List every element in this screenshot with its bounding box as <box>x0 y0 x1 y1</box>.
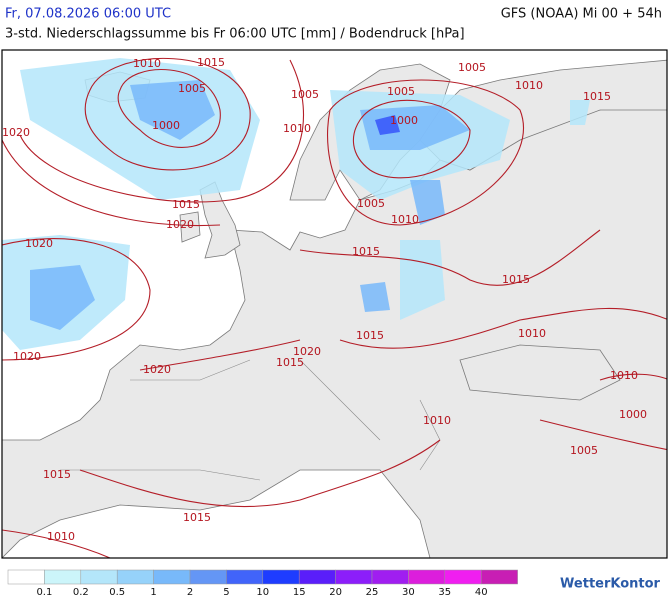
isobar-label: 1015 <box>502 273 530 286</box>
legend-label: 0.5 <box>109 587 125 598</box>
legend-swatch <box>408 569 446 585</box>
isobar-label: 1010 <box>423 414 451 427</box>
isobar-label: 1015 <box>197 56 225 69</box>
isobar-label: 1005 <box>387 85 415 98</box>
precipitation <box>2 58 590 350</box>
isobar-label: 1020 <box>166 218 194 231</box>
legend-label: 1 <box>150 587 156 598</box>
isobar-label: 1000 <box>619 408 647 421</box>
map <box>1 49 668 559</box>
legend-swatch <box>480 569 518 585</box>
legend-swatch <box>44 569 82 585</box>
legend-label: 2 <box>187 587 193 598</box>
subtitle: 3-std. Niederschlagssumme bis Fr 06:00 U… <box>5 27 465 42</box>
balkans-sea <box>459 344 621 401</box>
isobar-label: 1010 <box>610 369 638 382</box>
isobar-label: 1020 <box>2 126 30 139</box>
legend-swatch <box>371 569 409 585</box>
isobar-label: 1015 <box>43 468 71 481</box>
legend-label: 35 <box>438 587 451 598</box>
isobar-label: 1010 <box>518 327 546 340</box>
legend-swatch <box>189 569 227 585</box>
ireland <box>179 211 201 243</box>
isobar-label: 1010 <box>283 122 311 135</box>
legend-swatch <box>153 569 191 585</box>
isobar-label: 1015 <box>183 511 211 524</box>
isobar-label: 1015 <box>352 245 380 258</box>
legend-swatch <box>444 569 482 585</box>
map-frame <box>1 49 668 559</box>
legend-label: 5 <box>223 587 229 598</box>
isobar-label: 1005 <box>291 88 319 101</box>
isobar-label: 1015 <box>356 329 384 342</box>
continent <box>2 80 667 558</box>
legend-swatch <box>80 569 118 585</box>
isobar-label: 1000 <box>152 119 180 132</box>
isobar-label: 1005 <box>357 197 385 210</box>
isobars <box>2 57 667 558</box>
legend-swatch <box>262 569 300 585</box>
isobar-label: 1005 <box>458 61 486 74</box>
legend-label: 10 <box>256 587 269 598</box>
isobar-label: 1020 <box>25 237 53 250</box>
isobar-label: 1010 <box>391 213 419 226</box>
isobar-label: 1000 <box>390 114 418 127</box>
isobar-label: 1010 <box>133 57 161 70</box>
isobar-label: 1005 <box>178 82 206 95</box>
legend-swatch <box>298 569 336 585</box>
logo: WetterKontor <box>560 577 661 592</box>
legend-label: 15 <box>293 587 306 598</box>
isobar-label: 1015 <box>172 198 200 211</box>
isobar-label: 1015 <box>276 356 304 369</box>
isobar-label: 1015 <box>583 90 611 103</box>
legend-label: 0.2 <box>73 587 89 598</box>
legend-label: 40 <box>475 587 488 598</box>
legend-label: 20 <box>329 587 342 598</box>
isobar-label: 1020 <box>143 363 171 376</box>
legend-swatch <box>116 569 154 585</box>
isobar-label: 1010 <box>515 79 543 92</box>
header-right: GFS (NOAA) Mi 00 + 54h <box>501 7 662 22</box>
legend-swatch <box>226 569 264 585</box>
isobar-label: 1005 <box>570 444 598 457</box>
isobar-label: 1020 <box>293 345 321 358</box>
isobar-label: 1020 <box>13 350 41 363</box>
legend-swatch <box>7 569 45 585</box>
legend-swatch <box>335 569 373 585</box>
legend-label: 0.1 <box>36 587 52 598</box>
header-left: Fr, 07.08.2026 06:00 UTC <box>5 7 171 22</box>
isobar-label: 1010 <box>47 530 75 543</box>
legend-label: 30 <box>402 587 415 598</box>
legend-label: 25 <box>366 587 379 598</box>
